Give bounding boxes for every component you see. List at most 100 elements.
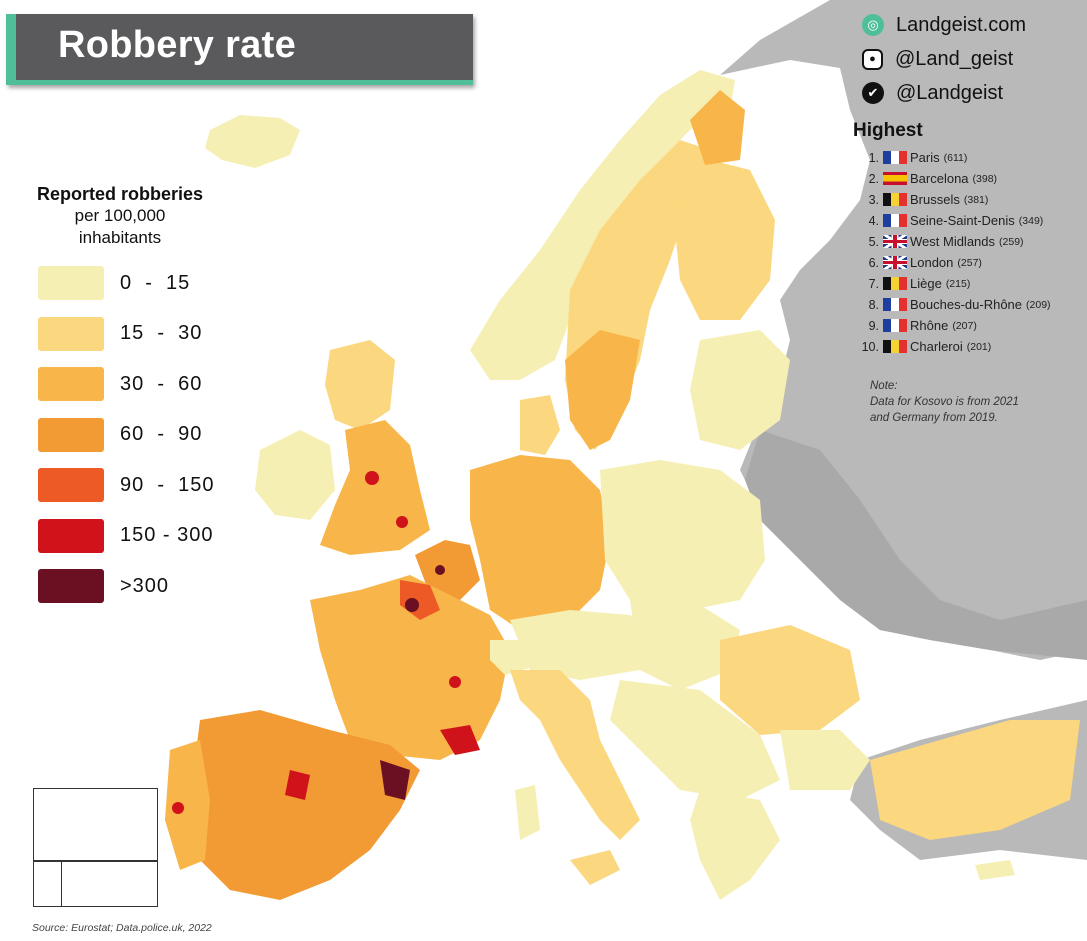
rank-value: (259) [999, 235, 1024, 248]
region-sicily [570, 850, 620, 885]
rank-value: (611) [943, 151, 968, 164]
rank-value: (201) [966, 340, 992, 353]
social-row-twitter[interactable]: ✔ @Landgeist [862, 76, 1026, 110]
region-benelux [415, 540, 480, 600]
legend-items: 0 - 15 15 - 30 30 - 60 60 - 90 90 - 150 150 -… [38, 264, 215, 618]
region-hungary-slovakia [630, 600, 740, 690]
rank-name: Barcelona [910, 171, 969, 186]
rank-name: Rhône [910, 318, 949, 333]
rank-name: Seine-Saint-Denis [910, 213, 1015, 228]
legend: Reported robberies per 100,000 inhabitan… [0, 184, 240, 603]
region-balkans [610, 680, 780, 800]
twitter-icon: ✔ [862, 82, 884, 104]
note-line: and Germany from 2019. [870, 412, 998, 424]
flag-es-icon [883, 172, 907, 185]
flag-fr-icon [883, 151, 907, 164]
legend-swatch [38, 518, 104, 553]
highest-list: Highest 1. Paris (611) 2. Barcelona (398) 3. Br… [853, 120, 1085, 357]
rank-name: Liège [910, 276, 942, 291]
source-note: Source: Eurostat; Data.police.uk, 2022 [32, 922, 212, 934]
instagram-icon: ● [862, 48, 883, 70]
rank-value: (381) [963, 193, 989, 206]
legend-swatch [38, 316, 104, 351]
flag-be-icon [883, 193, 907, 206]
legend-label: 150 - 300 [120, 524, 214, 546]
region-england [320, 420, 430, 555]
region-sardinia [515, 785, 540, 840]
legend-item: 15 - 30 [38, 315, 215, 353]
flag-fr-icon [883, 298, 907, 311]
legend-label: 90 - 150 [120, 473, 215, 496]
region-spain [190, 710, 420, 900]
legend-item: 30 - 60 [38, 365, 215, 403]
no-data-region-belarus-ukraine [745, 430, 1087, 660]
social-text: Landgeist.com [896, 13, 1027, 36]
legend-label: 15 - 30 [120, 322, 203, 344]
region-poland [600, 460, 765, 610]
page-title: Robbery rate [58, 24, 297, 66]
region-france [310, 575, 510, 760]
note-line: Data for Kosovo is from 2021 [870, 396, 1019, 408]
legend-swatch [38, 468, 104, 502]
region-scotland [325, 340, 395, 430]
legend-item: 60 - 90 [38, 416, 215, 454]
rank-row: 2. Barcelona (398) [853, 168, 1085, 189]
region-finland [670, 160, 775, 320]
region-sweden-south [565, 330, 640, 450]
legend-item: 0 - 15 [38, 264, 215, 302]
title-accent [6, 14, 16, 80]
region-iceland [205, 115, 300, 168]
rank-number: 6. [868, 255, 879, 270]
rank-number: 8. [868, 297, 879, 312]
inset-small-frame [33, 860, 62, 907]
rank-number: 4. [868, 213, 879, 228]
region-denmark [520, 395, 560, 455]
social-row-website[interactable]: ◎ Landgeist.com [862, 8, 1026, 42]
legend-swatch [38, 569, 104, 603]
rank-number: 2. [868, 171, 879, 186]
region-bulgaria [780, 730, 870, 790]
rank-row: 7. Liège (215) [853, 273, 1085, 294]
rank-number: 5. [868, 234, 879, 249]
flag-be-icon [883, 340, 907, 353]
rank-row: 6. London (257) [853, 252, 1085, 273]
rank-value: (398) [972, 172, 998, 185]
region-norway [470, 70, 735, 380]
legend-label: 60 - 90 [120, 423, 203, 445]
rank-row: 5. West Midlands (259) [853, 231, 1085, 252]
rank-value: (215) [945, 277, 971, 290]
region-baltics [690, 330, 790, 450]
rank-row: 1. Paris (611) [853, 147, 1085, 168]
rank-row: 10. Charleroi (201) [853, 336, 1085, 357]
rank-number: 10. [861, 339, 879, 354]
flag-uk-icon [883, 235, 907, 248]
social-links: ◎ Landgeist.com ● @Land_geist ✔ @Landgei… [862, 8, 1026, 110]
social-text: @Landgeist [896, 81, 1004, 104]
flag-uk-icon [883, 256, 907, 269]
region-portugal [165, 740, 210, 870]
region-finland-north [690, 90, 745, 165]
note-title: Note: [870, 380, 898, 392]
flag-fr-icon [883, 319, 907, 332]
region-czech-austria [510, 610, 660, 680]
region-greece [690, 790, 780, 900]
social-row-instagram[interactable]: ● @Land_geist [862, 42, 1026, 76]
rank-row: 9. Rhône (207) [853, 315, 1085, 336]
region-germany [470, 455, 610, 630]
region-ireland [255, 430, 335, 520]
legend-label: >300 [120, 574, 170, 597]
rank-value: (257) [957, 256, 982, 269]
rank-number: 3. [868, 192, 879, 207]
rank-value: (207) [952, 319, 977, 332]
legend-subtitle: per 100,000 [74, 206, 166, 225]
globe-icon: ◎ [862, 14, 884, 36]
region-turkey-data [870, 720, 1080, 840]
rank-row: 8. Bouches-du-Rhône (209) [853, 294, 1085, 315]
rank-row: 3. Brussels (381) [853, 189, 1085, 210]
legend-title: Reported robberies [36, 184, 204, 204]
legend-swatch [38, 266, 104, 300]
legend-item: 150 - 300 [38, 517, 215, 555]
rank-number: 7. [868, 276, 879, 291]
legend-subtitle: inhabitants [78, 228, 162, 247]
rank-name: West Midlands [910, 234, 996, 249]
